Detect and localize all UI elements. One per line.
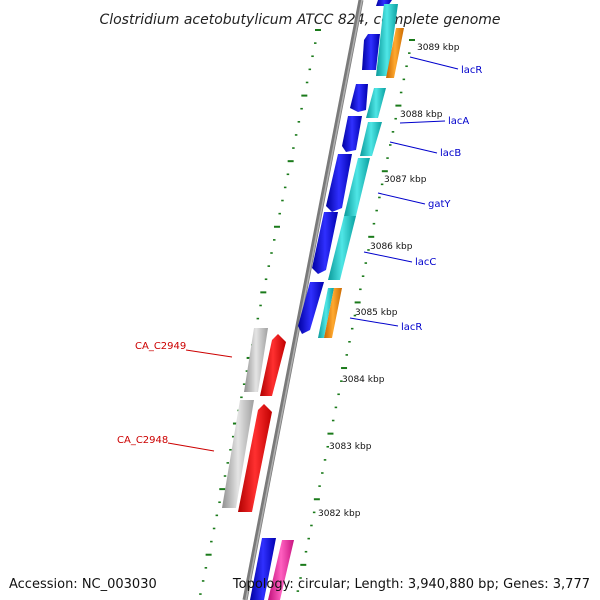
- gene-cyan-lacC[interactable]: [328, 216, 356, 280]
- gene-label-leaders: [167, 56, 459, 452]
- map-title: Clostridium acetobutylicum ATCC 824, com…: [99, 12, 500, 28]
- gene-grey-CA_C2949[interactable]: [244, 328, 268, 392]
- topology-text: Topology: circular; Length: 3,940,880 bp…: [232, 577, 590, 592]
- gene-blue-lacA[interactable]: [350, 84, 368, 112]
- gene-blue-bottom[interactable]: [250, 538, 276, 600]
- tick-track-right: [296, 39, 415, 592]
- gene-blue-gatY[interactable]: [326, 154, 352, 212]
- gene-label-lacB[interactable]: lacB: [440, 148, 461, 159]
- gene-orange-lacR[interactable]: [324, 288, 342, 338]
- gene-magenta-bottom[interactable]: [268, 540, 294, 600]
- gene-cyan-lacR[interactable]: [318, 288, 334, 338]
- kbp-label: 3084 kbp: [342, 375, 385, 385]
- gene-label-lacR-top[interactable]: lacR: [461, 65, 482, 76]
- gene-blue-lacC[interactable]: [312, 212, 338, 274]
- gene-labels: lacR lacA lacB gatY lacC lacR CA_C2949 C…: [117, 65, 482, 446]
- gene-cyan-lacB[interactable]: [360, 122, 382, 156]
- tick-track-left: [199, 29, 321, 595]
- gene-grey-CA_C2948[interactable]: [222, 400, 254, 508]
- kbp-label: 3085 kbp: [355, 308, 398, 318]
- kbp-labels: 3089 kbp 3088 kbp 3087 kbp 3086 kbp 3085…: [318, 43, 460, 519]
- kbp-label: 3086 kbp: [370, 242, 413, 252]
- kbp-label: 3089 kbp: [417, 43, 460, 53]
- gene-cyan-top[interactable]: [376, 4, 398, 76]
- kbp-label: 3088 kbp: [400, 110, 443, 120]
- gene-label-CA_C2949[interactable]: CA_C2949: [135, 341, 186, 352]
- gene-label-gatY[interactable]: gatY: [428, 199, 451, 210]
- gene-label-lacA[interactable]: lacA: [448, 116, 469, 127]
- kbp-label: 3082 kbp: [318, 509, 361, 519]
- gene-label-CA_C2948[interactable]: CA_C2948: [117, 435, 168, 446]
- gene-red-CA_C2949[interactable]: [260, 334, 286, 396]
- accession-text: Accession: NC_003030: [9, 577, 157, 592]
- gene-orange-lacR-top[interactable]: [386, 28, 404, 78]
- gene-blue-lacB[interactable]: [342, 116, 362, 152]
- gene-features: [222, 0, 404, 600]
- gene-label-lacR[interactable]: lacR: [401, 322, 422, 333]
- gene-label-lacC[interactable]: lacC: [415, 257, 436, 268]
- kbp-label: 3083 kbp: [329, 442, 372, 452]
- gene-cyan-lacA[interactable]: [366, 88, 386, 118]
- gene-blue-lacR[interactable]: [298, 282, 324, 334]
- gene-cyan-gatY[interactable]: [344, 158, 370, 216]
- kbp-label: 3087 kbp: [384, 175, 427, 185]
- gene-red-CA_C2948[interactable]: [238, 404, 272, 512]
- backbone: [242, 0, 364, 600]
